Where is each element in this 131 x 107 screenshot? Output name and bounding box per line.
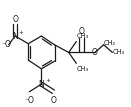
Text: N: N	[39, 80, 44, 89]
Text: O: O	[50, 96, 56, 105]
Text: CH₃: CH₃	[76, 66, 88, 72]
Text: ⁻O: ⁻O	[24, 96, 34, 105]
Text: ⁻O: ⁻O	[1, 40, 11, 49]
Text: N: N	[12, 32, 18, 41]
Text: O: O	[92, 48, 98, 57]
Text: CH₂: CH₂	[104, 40, 116, 46]
Text: CH₃: CH₃	[112, 49, 125, 55]
Text: +: +	[19, 30, 24, 35]
Text: +: +	[45, 78, 50, 83]
Text: O: O	[79, 27, 85, 36]
Text: O: O	[12, 15, 18, 24]
Text: CH₃: CH₃	[76, 33, 88, 39]
